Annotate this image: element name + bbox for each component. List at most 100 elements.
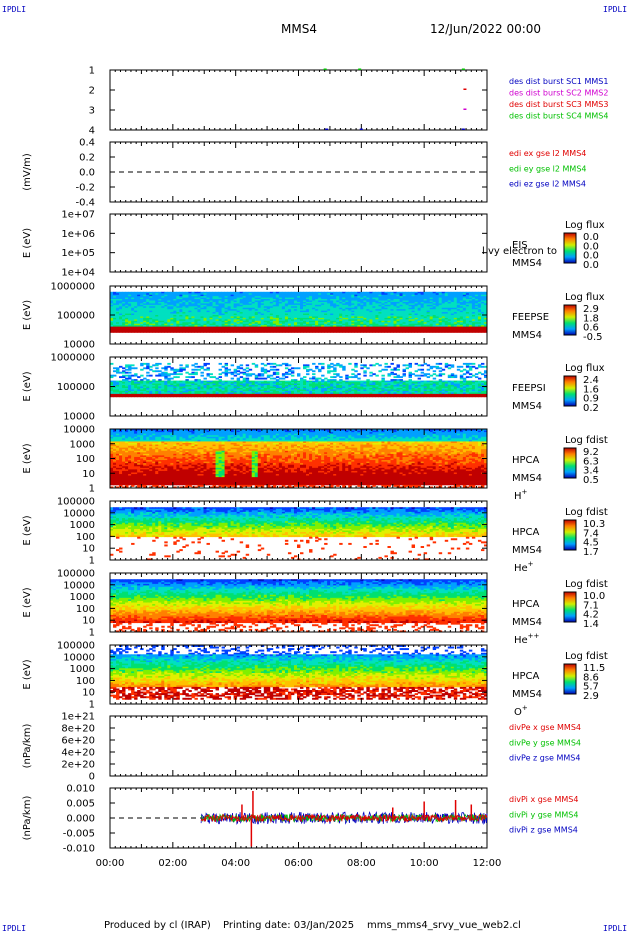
spectrogram-cell: [191, 376, 194, 378]
burst-marker: [462, 129, 465, 131]
spectrogram-cell: [170, 369, 173, 371]
spectrogram-cell: [134, 367, 137, 369]
spectrogram-cell: [285, 331, 288, 333]
spectrogram-cell: [185, 331, 188, 333]
spectrogram-cell: [309, 331, 312, 333]
spectrogram-cell: [110, 331, 113, 333]
spectrogram-cell: [442, 331, 445, 333]
spectrogram-cell: [243, 369, 246, 371]
spectrogram-cell: [270, 375, 273, 377]
spectrogram-cell: [249, 331, 252, 333]
spectrogram-cell: [261, 375, 264, 377]
spectrogram-cell: [279, 331, 282, 333]
legend-entry: des dist burst SC1 MMS1: [509, 77, 608, 86]
spectrogram-cell: [472, 331, 475, 333]
spectrogram-cell: [137, 395, 140, 397]
spectrogram-cell: [191, 395, 194, 397]
spectrogram-cell: [176, 373, 179, 375]
spectrogram-cell: [381, 331, 384, 333]
spectrogram-cell: [219, 331, 222, 333]
spectrogram-cell: [219, 373, 222, 375]
spectrogram-cell: [152, 364, 155, 366]
spectrogram-cell: [134, 375, 137, 377]
spectrogram-cell: [207, 363, 210, 365]
spectrogram-cell: [213, 331, 216, 333]
spectrogram-cell: [225, 375, 228, 377]
spectrogram-cell: [167, 363, 170, 365]
spectrogram-cell: [110, 395, 113, 397]
spectrogram-cell: [161, 367, 164, 369]
spectrogram-cell: [188, 395, 191, 397]
spectrogram-cell: [231, 364, 234, 366]
spectrogram-cell: [122, 376, 125, 378]
spectrogram-cells: [110, 292, 487, 333]
spectrogram-cell: [155, 364, 158, 366]
spectrogram-cell: [297, 331, 300, 333]
spectrogram-cell: [131, 375, 134, 377]
spectrogram-cell: [149, 395, 152, 397]
y-tick-label: 0.0: [79, 168, 95, 179]
spectrogram-cell: [294, 331, 297, 333]
spectrogram-cell: [219, 395, 222, 397]
spectrogram-cell: [197, 395, 200, 397]
spectrogram-cell: [357, 331, 360, 333]
colorbar: [564, 233, 576, 263]
spectrogram-cell: [264, 395, 267, 397]
y-tick-label: -0.4: [75, 198, 95, 209]
spectrogram-cell: [125, 375, 128, 377]
legend-entry: des dist burst SC3 MMS3: [509, 100, 608, 109]
spectrogram-cell: [252, 373, 255, 375]
spectrogram-cell: [378, 331, 381, 333]
spectrogram-cell: [430, 331, 433, 333]
overlay-text: l vy electron to: [482, 246, 557, 257]
spectrogram-cell: [318, 331, 321, 333]
spectrogram-cell: [273, 331, 276, 333]
spectrogram-cell: [234, 331, 237, 333]
spectrogram-cell: [222, 331, 225, 333]
spectrogram-cell: [200, 375, 203, 377]
spectrogram-cell: [261, 331, 264, 333]
spectrogram-cell: [128, 331, 131, 333]
spectrogram-cell: [258, 331, 261, 333]
spectrogram-cell: [372, 331, 375, 333]
spectrogram-cell: [255, 366, 258, 368]
spectrogram-cell: [110, 363, 113, 365]
spectrogram-cell: [140, 364, 143, 366]
spectrogram-cell: [439, 331, 442, 333]
spectrogram-cell: [460, 331, 463, 333]
spectrogram-cell: [210, 373, 213, 375]
spectrogram-cell: [336, 331, 339, 333]
spectrogram-cell: [140, 395, 143, 397]
spectrogram-cell: [149, 331, 152, 333]
spectrogram-cell: [210, 376, 213, 378]
spectrogram-cell: [225, 395, 228, 397]
spectrogram-cell: [270, 369, 273, 371]
spectrogram-cell: [403, 331, 406, 333]
spectrogram-cell: [339, 331, 342, 333]
spectrogram-cell: [219, 376, 222, 378]
spectrogram-cell: [264, 372, 267, 374]
spectrogram-cell: [225, 364, 228, 366]
spectrogram-cell: [258, 378, 261, 380]
spectrogram-cell: [158, 395, 161, 397]
spectrogram-cell: [143, 395, 146, 397]
spectrogram-cell: [164, 331, 167, 333]
y-tick-label: 0.4: [79, 138, 95, 149]
spectrogram-cell: [194, 366, 197, 368]
spectrogram-cell: [200, 367, 203, 369]
spectrogram-cell: [155, 395, 158, 397]
spectrogram-cell: [128, 395, 131, 397]
spectrogram-cell: [448, 331, 451, 333]
burst-marker: [463, 89, 466, 91]
spectrogram-cell: [267, 331, 270, 333]
spectrogram-cell: [203, 331, 206, 333]
spectrogram-cell: [164, 378, 167, 380]
spectrogram-cell: [161, 395, 164, 397]
spectrogram-cell: [327, 331, 330, 333]
spectrogram-cell: [185, 376, 188, 378]
legend-entry: edi ey gse l2 MMS4: [509, 164, 587, 173]
spectrogram-cell: [210, 331, 213, 333]
spectrogram-cell: [119, 366, 122, 368]
spectrogram-cell: [170, 373, 173, 375]
spectrogram-cell: [424, 331, 427, 333]
